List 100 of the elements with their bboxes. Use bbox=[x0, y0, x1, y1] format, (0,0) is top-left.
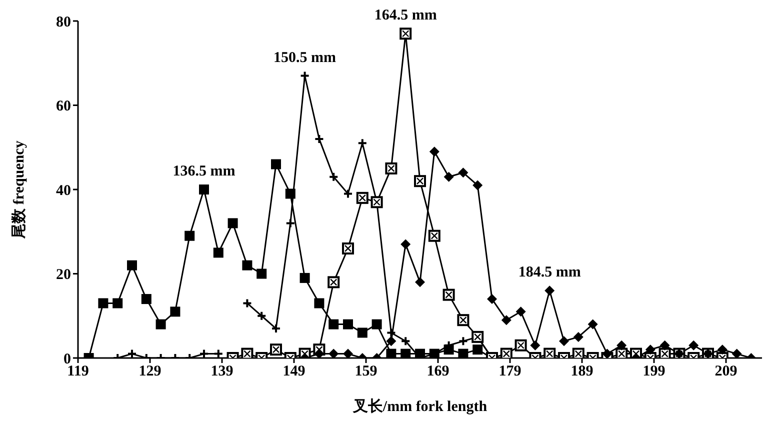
x-tick-label: 199 bbox=[642, 364, 666, 380]
point bbox=[458, 168, 468, 178]
point bbox=[386, 336, 396, 346]
point bbox=[156, 319, 166, 330]
point bbox=[314, 134, 324, 144]
point bbox=[444, 172, 454, 182]
point bbox=[112, 298, 123, 308]
point bbox=[717, 344, 728, 355]
x-tick-label: 129 bbox=[138, 364, 162, 380]
annotation: 184.5 mm bbox=[518, 264, 582, 281]
point bbox=[428, 230, 440, 242]
point bbox=[343, 348, 353, 358]
point bbox=[400, 348, 411, 358]
point bbox=[271, 324, 281, 334]
x-tick-label: 189 bbox=[570, 364, 594, 380]
point bbox=[141, 294, 152, 304]
point bbox=[270, 344, 282, 356]
y-tick-label: 60 bbox=[56, 98, 71, 115]
point bbox=[688, 340, 699, 350]
x-tick-label: 139 bbox=[210, 364, 234, 380]
point bbox=[616, 340, 627, 350]
point bbox=[530, 340, 540, 350]
x-tick-label: 209 bbox=[714, 364, 738, 380]
x-tick-label: 169 bbox=[426, 364, 450, 380]
point bbox=[385, 162, 398, 174]
point bbox=[559, 336, 569, 346]
point bbox=[516, 306, 526, 317]
x-tick-label: 179 bbox=[498, 364, 522, 380]
point bbox=[357, 138, 368, 148]
y-tick-label: 40 bbox=[56, 182, 71, 199]
point bbox=[472, 180, 483, 190]
point bbox=[256, 310, 267, 321]
point bbox=[343, 319, 353, 330]
annotation: 164.5 mm bbox=[374, 8, 438, 24]
point bbox=[514, 339, 527, 352]
point bbox=[285, 188, 296, 199]
point bbox=[645, 344, 656, 355]
point bbox=[573, 332, 584, 342]
x-axis-title: 叉长/mm fork length bbox=[352, 398, 488, 415]
point bbox=[500, 348, 512, 358]
point bbox=[343, 188, 353, 199]
point bbox=[457, 314, 470, 326]
point bbox=[98, 298, 108, 308]
point bbox=[127, 260, 137, 270]
point bbox=[415, 348, 425, 358]
x-tick-label: 149 bbox=[282, 364, 306, 380]
point bbox=[271, 159, 281, 170]
point bbox=[544, 348, 556, 358]
point bbox=[501, 315, 512, 326]
point bbox=[300, 272, 310, 283]
point bbox=[328, 319, 339, 330]
point bbox=[300, 70, 310, 81]
point bbox=[242, 298, 252, 308]
point bbox=[732, 348, 742, 358]
x-tick-label: 119 bbox=[67, 364, 89, 380]
point bbox=[544, 286, 555, 296]
point bbox=[660, 340, 670, 350]
point bbox=[328, 172, 339, 182]
point bbox=[487, 294, 497, 304]
point bbox=[256, 268, 267, 279]
point bbox=[184, 230, 195, 241]
point bbox=[170, 306, 180, 317]
point bbox=[400, 239, 411, 250]
point bbox=[442, 288, 455, 301]
point bbox=[429, 146, 440, 157]
point bbox=[458, 336, 468, 346]
point bbox=[400, 336, 411, 346]
y-tick-label: 20 bbox=[56, 267, 71, 284]
point bbox=[199, 348, 209, 358]
point bbox=[241, 348, 254, 358]
point bbox=[588, 319, 598, 330]
annotation: 150.5 mm bbox=[274, 50, 337, 66]
y-tick-label: 80 bbox=[56, 14, 71, 30]
point bbox=[414, 175, 426, 188]
x-tick-label: 159 bbox=[354, 364, 378, 380]
point bbox=[386, 348, 396, 358]
point bbox=[213, 248, 224, 258]
point bbox=[356, 192, 368, 204]
point bbox=[342, 242, 354, 254]
annotation: 136.5 mm bbox=[172, 164, 236, 180]
point bbox=[328, 276, 340, 288]
point bbox=[658, 348, 671, 358]
point bbox=[616, 348, 628, 358]
point bbox=[314, 348, 324, 358]
point bbox=[472, 344, 483, 355]
point bbox=[199, 184, 209, 194]
point bbox=[386, 328, 396, 338]
point bbox=[400, 28, 412, 40]
point bbox=[328, 348, 339, 358]
point bbox=[357, 328, 368, 338]
point bbox=[415, 277, 425, 288]
y-axis-title: 尾数 frequency bbox=[10, 140, 28, 240]
point bbox=[602, 348, 612, 358]
point bbox=[228, 218, 238, 228]
point bbox=[285, 218, 296, 228]
point bbox=[127, 348, 137, 358]
point bbox=[458, 348, 468, 358]
point bbox=[314, 298, 324, 308]
point bbox=[372, 319, 382, 330]
point bbox=[242, 260, 252, 270]
